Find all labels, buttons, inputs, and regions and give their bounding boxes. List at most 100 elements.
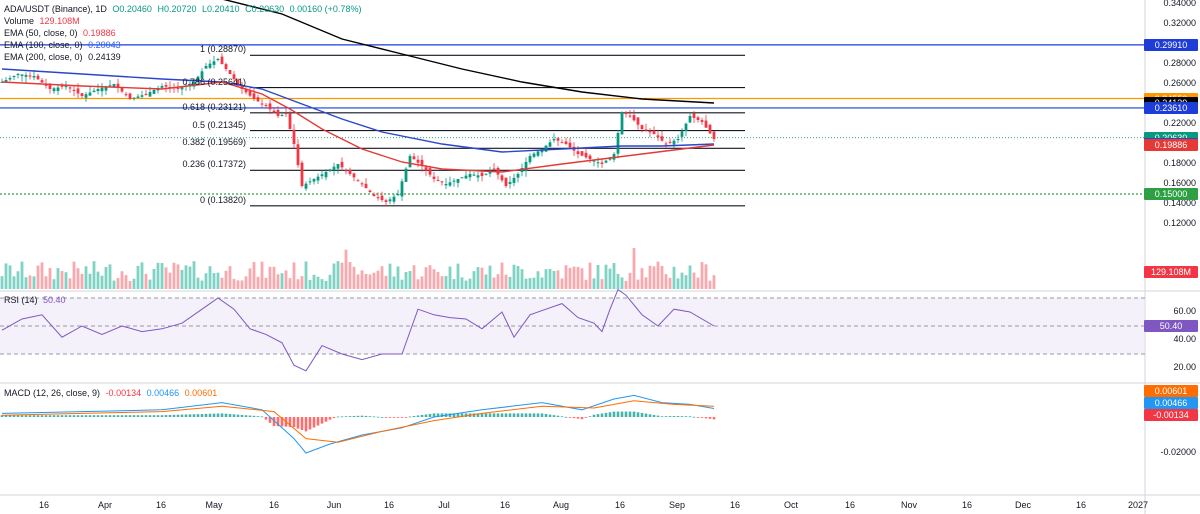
macd-histogram-bar — [36, 415, 40, 417]
volume-bar — [424, 267, 428, 289]
macd-histogram-bar — [516, 413, 520, 417]
volume-bar — [652, 266, 656, 289]
macd-histogram-bar — [68, 415, 72, 417]
fib-level-label: 0.786 (0.25641) — [182, 76, 246, 87]
candle — [40, 80, 44, 83]
volume-bar — [492, 277, 496, 289]
macd-histogram-bar — [168, 414, 172, 417]
candle — [544, 145, 548, 152]
candle — [288, 113, 292, 129]
price-badge: 0.23610 — [1144, 101, 1198, 114]
price-tick-label: 0.28000 — [1163, 58, 1196, 68]
macd-histogram-bar — [388, 417, 392, 418]
macd-histogram-bar — [440, 413, 444, 417]
candle — [556, 138, 560, 141]
volume-bar — [156, 262, 160, 289]
volume-bar — [284, 270, 288, 289]
volume-bar — [628, 272, 632, 289]
candle — [4, 80, 8, 83]
macd-histogram-bar — [316, 417, 320, 426]
macd-histogram-bar — [248, 415, 252, 417]
macd-histogram-bar — [272, 417, 276, 426]
macd-histogram-bar — [676, 416, 680, 417]
volume-bar — [640, 268, 644, 289]
volume-bar — [428, 265, 432, 289]
macd-histogram-bar — [64, 415, 68, 417]
candle — [340, 161, 344, 168]
volume-bar — [148, 279, 152, 289]
candle — [48, 85, 52, 89]
rsi-legend: RSI (14) 50.40 — [4, 295, 69, 306]
candle — [712, 131, 716, 139]
macd-histogram-bar — [580, 417, 584, 420]
macd-histogram-bar — [672, 415, 676, 417]
macd-histogram-bar — [412, 415, 416, 417]
candle — [500, 175, 504, 181]
volume-bar — [680, 272, 684, 289]
macd-histogram-bar — [172, 414, 176, 417]
macd-histogram-bar — [628, 411, 632, 417]
candle — [524, 162, 528, 171]
candle — [704, 120, 708, 128]
macd-histogram-bar — [360, 415, 364, 417]
candle — [360, 183, 364, 185]
candle — [600, 162, 604, 164]
macd-histogram-bar — [120, 415, 124, 417]
volume-bar — [496, 274, 500, 289]
volume-bar — [596, 264, 600, 289]
candle — [364, 183, 368, 188]
time-tick-label: 16 — [383, 500, 395, 510]
macd-histogram-bar — [496, 413, 500, 417]
macd-line-value: 0.00466 — [146, 388, 180, 398]
volume-bar — [56, 268, 60, 289]
volume-bar — [392, 276, 396, 289]
macd-histogram-bar — [588, 416, 592, 418]
volume-legend: Volume 129.108M — [4, 16, 83, 27]
candle — [420, 159, 424, 166]
volume-bar — [408, 271, 412, 289]
volume-bar — [696, 277, 700, 289]
macd-histogram-bar — [504, 413, 508, 417]
macd-histogram-bar — [144, 415, 148, 417]
volume-bar — [452, 279, 456, 289]
macd-histogram-bar — [432, 413, 436, 417]
candle — [476, 175, 480, 178]
candle — [324, 172, 328, 178]
macd-histogram-bar — [396, 417, 400, 418]
time-tick-label: 16 — [729, 500, 741, 510]
candle — [548, 142, 552, 147]
volume-bar — [512, 264, 516, 289]
candle — [296, 144, 300, 165]
candle — [124, 94, 128, 96]
volume-bar — [404, 271, 408, 289]
macd-histogram-bar — [156, 415, 160, 417]
candle — [136, 96, 140, 98]
candle — [8, 78, 12, 80]
volume-bar — [312, 274, 316, 289]
candle — [292, 129, 296, 144]
macd-histogram-bar — [712, 417, 716, 420]
volume-bar — [520, 269, 524, 289]
macd-histogram-bar — [136, 415, 140, 417]
price-badge: 0.15000 — [1144, 188, 1198, 200]
candle — [528, 156, 532, 163]
time-tick-label: Sep — [668, 500, 686, 510]
fib-level-label: 0.5 (0.21345) — [192, 119, 246, 130]
candle — [592, 160, 596, 162]
macd-histogram-bar — [556, 415, 560, 417]
candle — [304, 183, 308, 189]
macd-histogram-bar — [624, 411, 628, 417]
macd-histogram-bar — [540, 413, 544, 417]
volume-bar — [604, 264, 608, 289]
time-tick-label: 16 — [1075, 500, 1087, 510]
macd-histogram-bar — [80, 415, 84, 417]
candle — [568, 142, 572, 148]
candle — [28, 75, 32, 77]
macd-histogram-bar — [356, 415, 360, 417]
candle — [252, 93, 256, 99]
macd-histogram-bar — [528, 413, 532, 417]
volume-bar — [504, 274, 508, 289]
candle — [444, 184, 448, 186]
volume-bar — [152, 268, 156, 289]
